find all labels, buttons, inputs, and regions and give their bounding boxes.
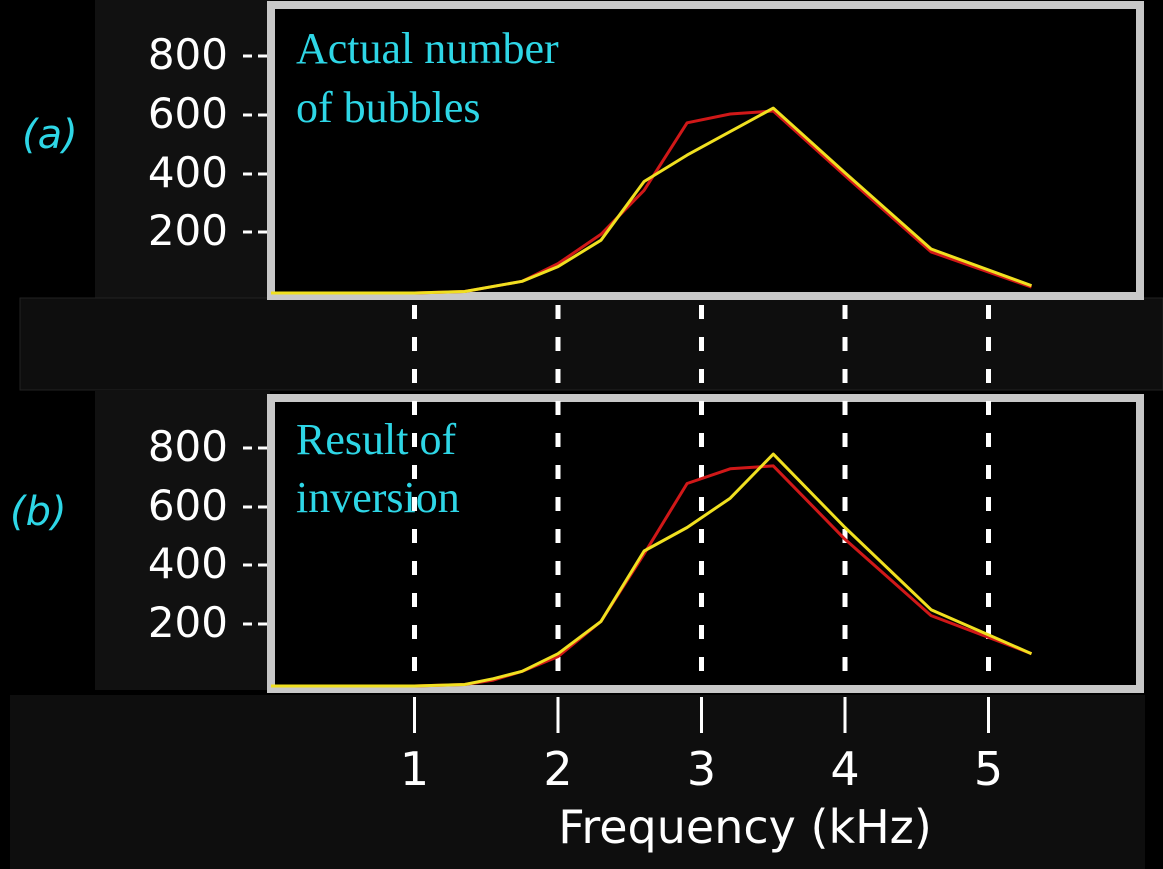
x-tick-label-1: 1 xyxy=(400,742,429,796)
panel-b-series xyxy=(271,452,1033,688)
panel-a-frame xyxy=(267,1,1144,300)
panel-a-axis-band xyxy=(95,0,270,298)
panel-a-ytick-400: 400 xyxy=(148,148,228,197)
x-tick-label-3: 3 xyxy=(687,742,716,796)
panel-b-ytick-800: 800 xyxy=(148,422,228,471)
x-axis-label: Frequency (kHz) xyxy=(558,800,932,854)
panel-b-axis-band xyxy=(95,390,270,690)
panel-a-label: (a) xyxy=(22,112,78,158)
panel-a-ytick-800: 800 xyxy=(148,30,228,79)
panel-a-ytick-600: 600 xyxy=(148,89,228,138)
panel-b-ytick-600: 600 xyxy=(148,481,228,530)
panel-b-yaxis: 800 600 400 200 xyxy=(148,422,272,647)
panel-a-annotation-line2: of bubbles xyxy=(296,83,481,132)
panel-b-ytick-200: 200 xyxy=(148,598,228,647)
panel-b-label: (b) xyxy=(10,489,67,535)
gap-band xyxy=(19,297,1163,391)
panel-a-annotation-line1: Actual number xyxy=(296,24,559,73)
panel-a-ytick-200: 200 xyxy=(148,206,228,255)
panel-a-series-yellow-line xyxy=(271,106,1033,295)
panel-a-yaxis: 800 600 400 200 xyxy=(148,30,272,255)
panel-b-annotation-line2: inversion xyxy=(296,473,460,522)
x-tick-label-4: 4 xyxy=(830,742,859,796)
x-tick-label-5: 5 xyxy=(974,742,1003,796)
x-axis-band xyxy=(10,695,1145,869)
panel-b-series-yellow-line xyxy=(271,452,1033,688)
x-tick-label-2: 2 xyxy=(543,742,572,796)
panel-b-annotation-line1: Result of xyxy=(296,415,456,464)
x-axis: 1 2 3 4 5 xyxy=(400,697,1003,796)
panel-b-ytick-400: 400 xyxy=(148,539,228,588)
panel-a-series xyxy=(271,106,1033,295)
